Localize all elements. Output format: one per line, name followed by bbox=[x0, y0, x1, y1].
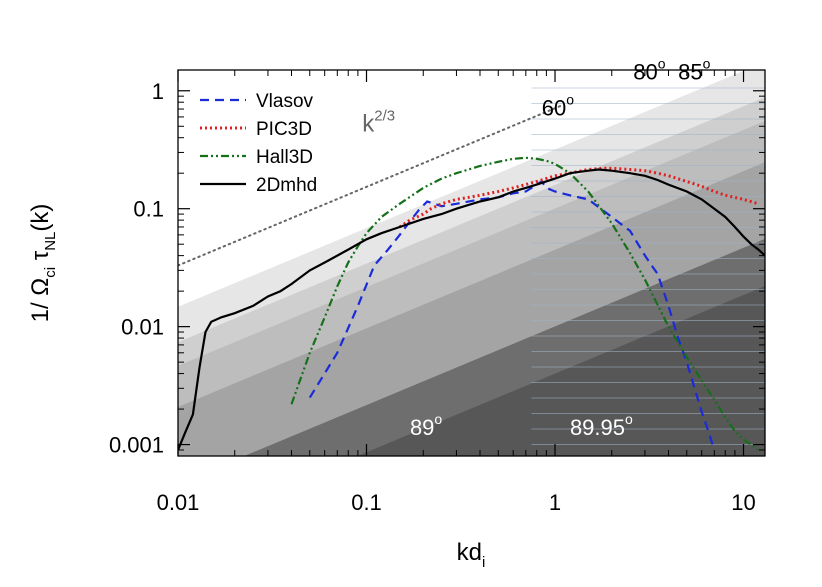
y-axis-label: 1/ Ωci τNL(k) bbox=[27, 204, 59, 323]
plot-frame bbox=[177, 69, 766, 457]
y-tick-label: 0.01 bbox=[121, 315, 164, 340]
reference-line bbox=[178, 103, 564, 267]
y-tick-label: 0.1 bbox=[133, 197, 164, 222]
reference-line-label: k2/3 bbox=[362, 108, 395, 138]
x-tick-label: 0.01 bbox=[157, 490, 200, 515]
x-tick-label: 0.1 bbox=[351, 490, 382, 515]
x-tick-label: 1 bbox=[549, 490, 561, 515]
hatch-layer bbox=[531, 87, 765, 445]
wedge-label-60: 60o bbox=[542, 91, 574, 120]
series-line-hall3d bbox=[290, 156, 760, 451]
wedge-label-89: 89o bbox=[410, 411, 442, 440]
reference-line-layer bbox=[178, 103, 564, 267]
legend-label-hall3d: Hall3D bbox=[256, 147, 313, 168]
wedge-label-89.95: 89.95o bbox=[570, 411, 633, 440]
x-tick-label: 10 bbox=[731, 490, 755, 515]
legend: Vlasov PIC3D Hall3D 2Dmhd bbox=[200, 91, 317, 196]
x-axis-label: kdi bbox=[457, 539, 486, 571]
wedge-label-layer: k2/3 60o 80o 85o 89o 89.95o bbox=[362, 55, 710, 440]
legend-label-vlasov: Vlasov bbox=[256, 91, 314, 112]
wedge-label-85: 85o bbox=[678, 55, 710, 84]
tick-layer: 0.01 0.1 1 10 0.001 0.01 0.1 1 bbox=[109, 70, 765, 515]
y-tick-label: 0.001 bbox=[109, 433, 164, 458]
y-tick-label: 1 bbox=[152, 79, 164, 104]
series-layer bbox=[178, 156, 765, 451]
wedge-layer bbox=[178, 70, 765, 456]
wedge-label-80: 80o bbox=[633, 55, 665, 84]
series-line-2dmhd bbox=[178, 168, 765, 451]
legend-label-2dmhd: 2Dmhd bbox=[256, 175, 317, 196]
legend-label-pic3d: PIC3D bbox=[256, 119, 312, 140]
